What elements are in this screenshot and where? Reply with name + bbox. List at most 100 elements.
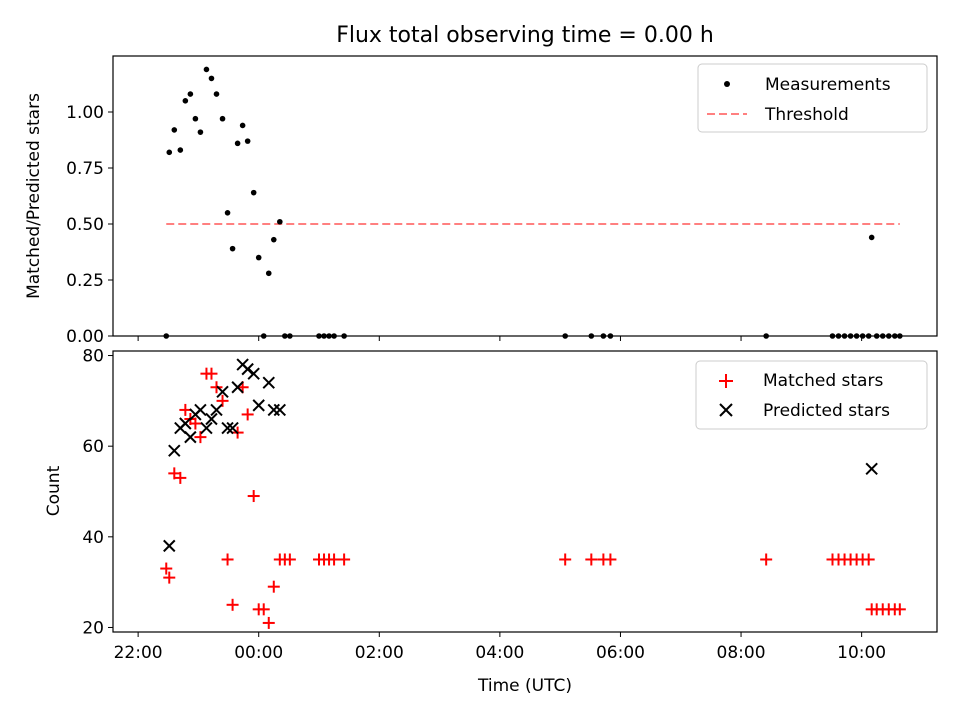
top-ytick-label: 0.50 xyxy=(66,215,104,235)
top-ytick-label: 0.00 xyxy=(66,327,104,347)
predicted-star-point xyxy=(205,412,218,426)
top-axes-frame xyxy=(112,55,938,337)
predicted-star-point xyxy=(168,444,181,457)
measurement-point xyxy=(166,149,173,156)
predicted-star-point xyxy=(267,403,280,417)
measurement-point xyxy=(197,129,204,135)
predicted-star-point xyxy=(210,403,223,417)
bottom-xticks: 22:00 00:00 02:00 04:00 06:00 08:00 10:00 xyxy=(114,632,886,663)
measurement-point xyxy=(255,254,262,261)
measurement-point xyxy=(187,91,194,97)
matched-star-point xyxy=(210,381,223,394)
bottom-xtick-label: 02:00 xyxy=(355,643,404,663)
matched-star-point xyxy=(168,467,181,480)
predicted-star-point xyxy=(179,417,192,430)
predicted-star-point xyxy=(226,421,239,435)
bottom-legend: Matched stars Predicted stars xyxy=(695,360,928,430)
predicted-star-point xyxy=(194,403,207,417)
bottom-panel: 20 40 60 80 22:00 00:00 02:00 04:00 06:00 08:00 1… xyxy=(44,347,938,696)
legend-measurements-label: Measurements xyxy=(765,75,891,95)
measurement-point xyxy=(192,115,199,122)
top-legend: Measurements Threshold xyxy=(697,63,928,133)
bottom-legend-box xyxy=(695,360,928,430)
top-marks xyxy=(163,66,903,339)
predicted-star-point xyxy=(200,421,213,435)
bottom-xtick-label: 06:00 xyxy=(596,643,645,663)
matched-star-point xyxy=(559,553,572,566)
matched-star-point xyxy=(163,571,176,584)
legend-threshold-label: Threshold xyxy=(764,105,849,125)
figure-title: Flux total observing time = 0.00 h xyxy=(336,23,714,48)
matched-star-point xyxy=(194,431,207,444)
matched-star-point xyxy=(205,367,218,380)
bottom-xtick-label: 00:00 xyxy=(234,643,283,663)
matched-star-point xyxy=(226,598,239,611)
top-ytick-label: 1.00 xyxy=(66,103,104,123)
matched-star-point xyxy=(328,553,341,566)
matched-star-point xyxy=(604,553,617,566)
matched-star-point xyxy=(585,553,598,566)
legend-matched-marker xyxy=(719,374,733,388)
matched-star-point xyxy=(221,553,234,566)
bottom-xtick-label: 22:00 xyxy=(114,643,163,663)
bottom-marks xyxy=(160,358,906,629)
top-panel: 0.00 0.25 0.50 0.75 1.00 Matched/Predicted s… xyxy=(24,55,938,347)
bottom-ytick-label: 40 xyxy=(82,528,104,548)
top-ytick-label: 0.25 xyxy=(66,271,104,291)
measurement-point xyxy=(182,98,189,104)
matched-star-point xyxy=(283,553,296,566)
predicted-star-point xyxy=(184,430,197,444)
predicted-star-point xyxy=(163,539,176,553)
measurement-point xyxy=(265,270,272,277)
matched-star-point xyxy=(160,562,173,575)
matched-star-point xyxy=(262,616,275,629)
bottom-xtick-label: 04:00 xyxy=(475,643,524,663)
matched-star-point xyxy=(216,394,229,407)
measurement-point xyxy=(203,66,210,73)
measurement-point xyxy=(229,245,236,252)
bottom-xtick-label: 08:00 xyxy=(717,643,766,663)
bottom-axes-frame xyxy=(112,350,938,633)
bottom-yticks: 20 40 60 80 xyxy=(82,347,113,638)
legend-matched-label: Matched stars xyxy=(763,371,883,391)
matched-star-point xyxy=(760,553,773,566)
predicted-star-point xyxy=(216,385,229,398)
measurement-point xyxy=(250,189,257,196)
matched-star-point xyxy=(257,603,270,616)
top-yticks: 0.00 0.25 0.50 0.75 1.00 xyxy=(66,103,113,347)
measurement-point xyxy=(868,234,875,241)
matched-star-point xyxy=(241,408,254,421)
predicted-star-point xyxy=(262,376,275,389)
predicted-star-point xyxy=(241,362,254,376)
bottom-ylabel: Count xyxy=(44,465,64,516)
matched-star-point xyxy=(174,471,187,484)
measurement-point xyxy=(213,91,220,97)
predicted-star-point xyxy=(247,367,260,380)
top-legend-box xyxy=(697,63,928,133)
measurement-point xyxy=(244,138,251,144)
measurement-point xyxy=(277,218,283,225)
measurement-point xyxy=(219,115,226,122)
predicted-star-point xyxy=(252,399,265,412)
legend-measurements-marker xyxy=(724,81,730,87)
top-ytick-label: 0.75 xyxy=(66,159,104,179)
measurement-point xyxy=(208,75,215,82)
legend-predicted-label: Predicted stars xyxy=(763,401,890,421)
matched-star-point xyxy=(862,553,875,566)
bottom-xlabel: Time (UTC) xyxy=(477,676,572,696)
legend-predicted-marker xyxy=(719,403,733,417)
measurement-point xyxy=(270,236,277,243)
measurement-point xyxy=(239,122,246,129)
matched-star-point xyxy=(189,417,202,430)
predicted-star-point xyxy=(231,381,244,394)
bottom-ytick-label: 20 xyxy=(82,618,104,638)
predicted-star-point xyxy=(865,462,878,476)
top-ylabel: Matched/Predicted stars xyxy=(24,93,44,299)
measurement-point xyxy=(224,210,231,216)
measurement-point xyxy=(234,140,241,147)
predicted-star-point xyxy=(273,403,287,417)
matched-star-point xyxy=(267,580,280,593)
matched-star-point xyxy=(893,603,906,616)
bottom-ytick-label: 60 xyxy=(82,437,104,457)
